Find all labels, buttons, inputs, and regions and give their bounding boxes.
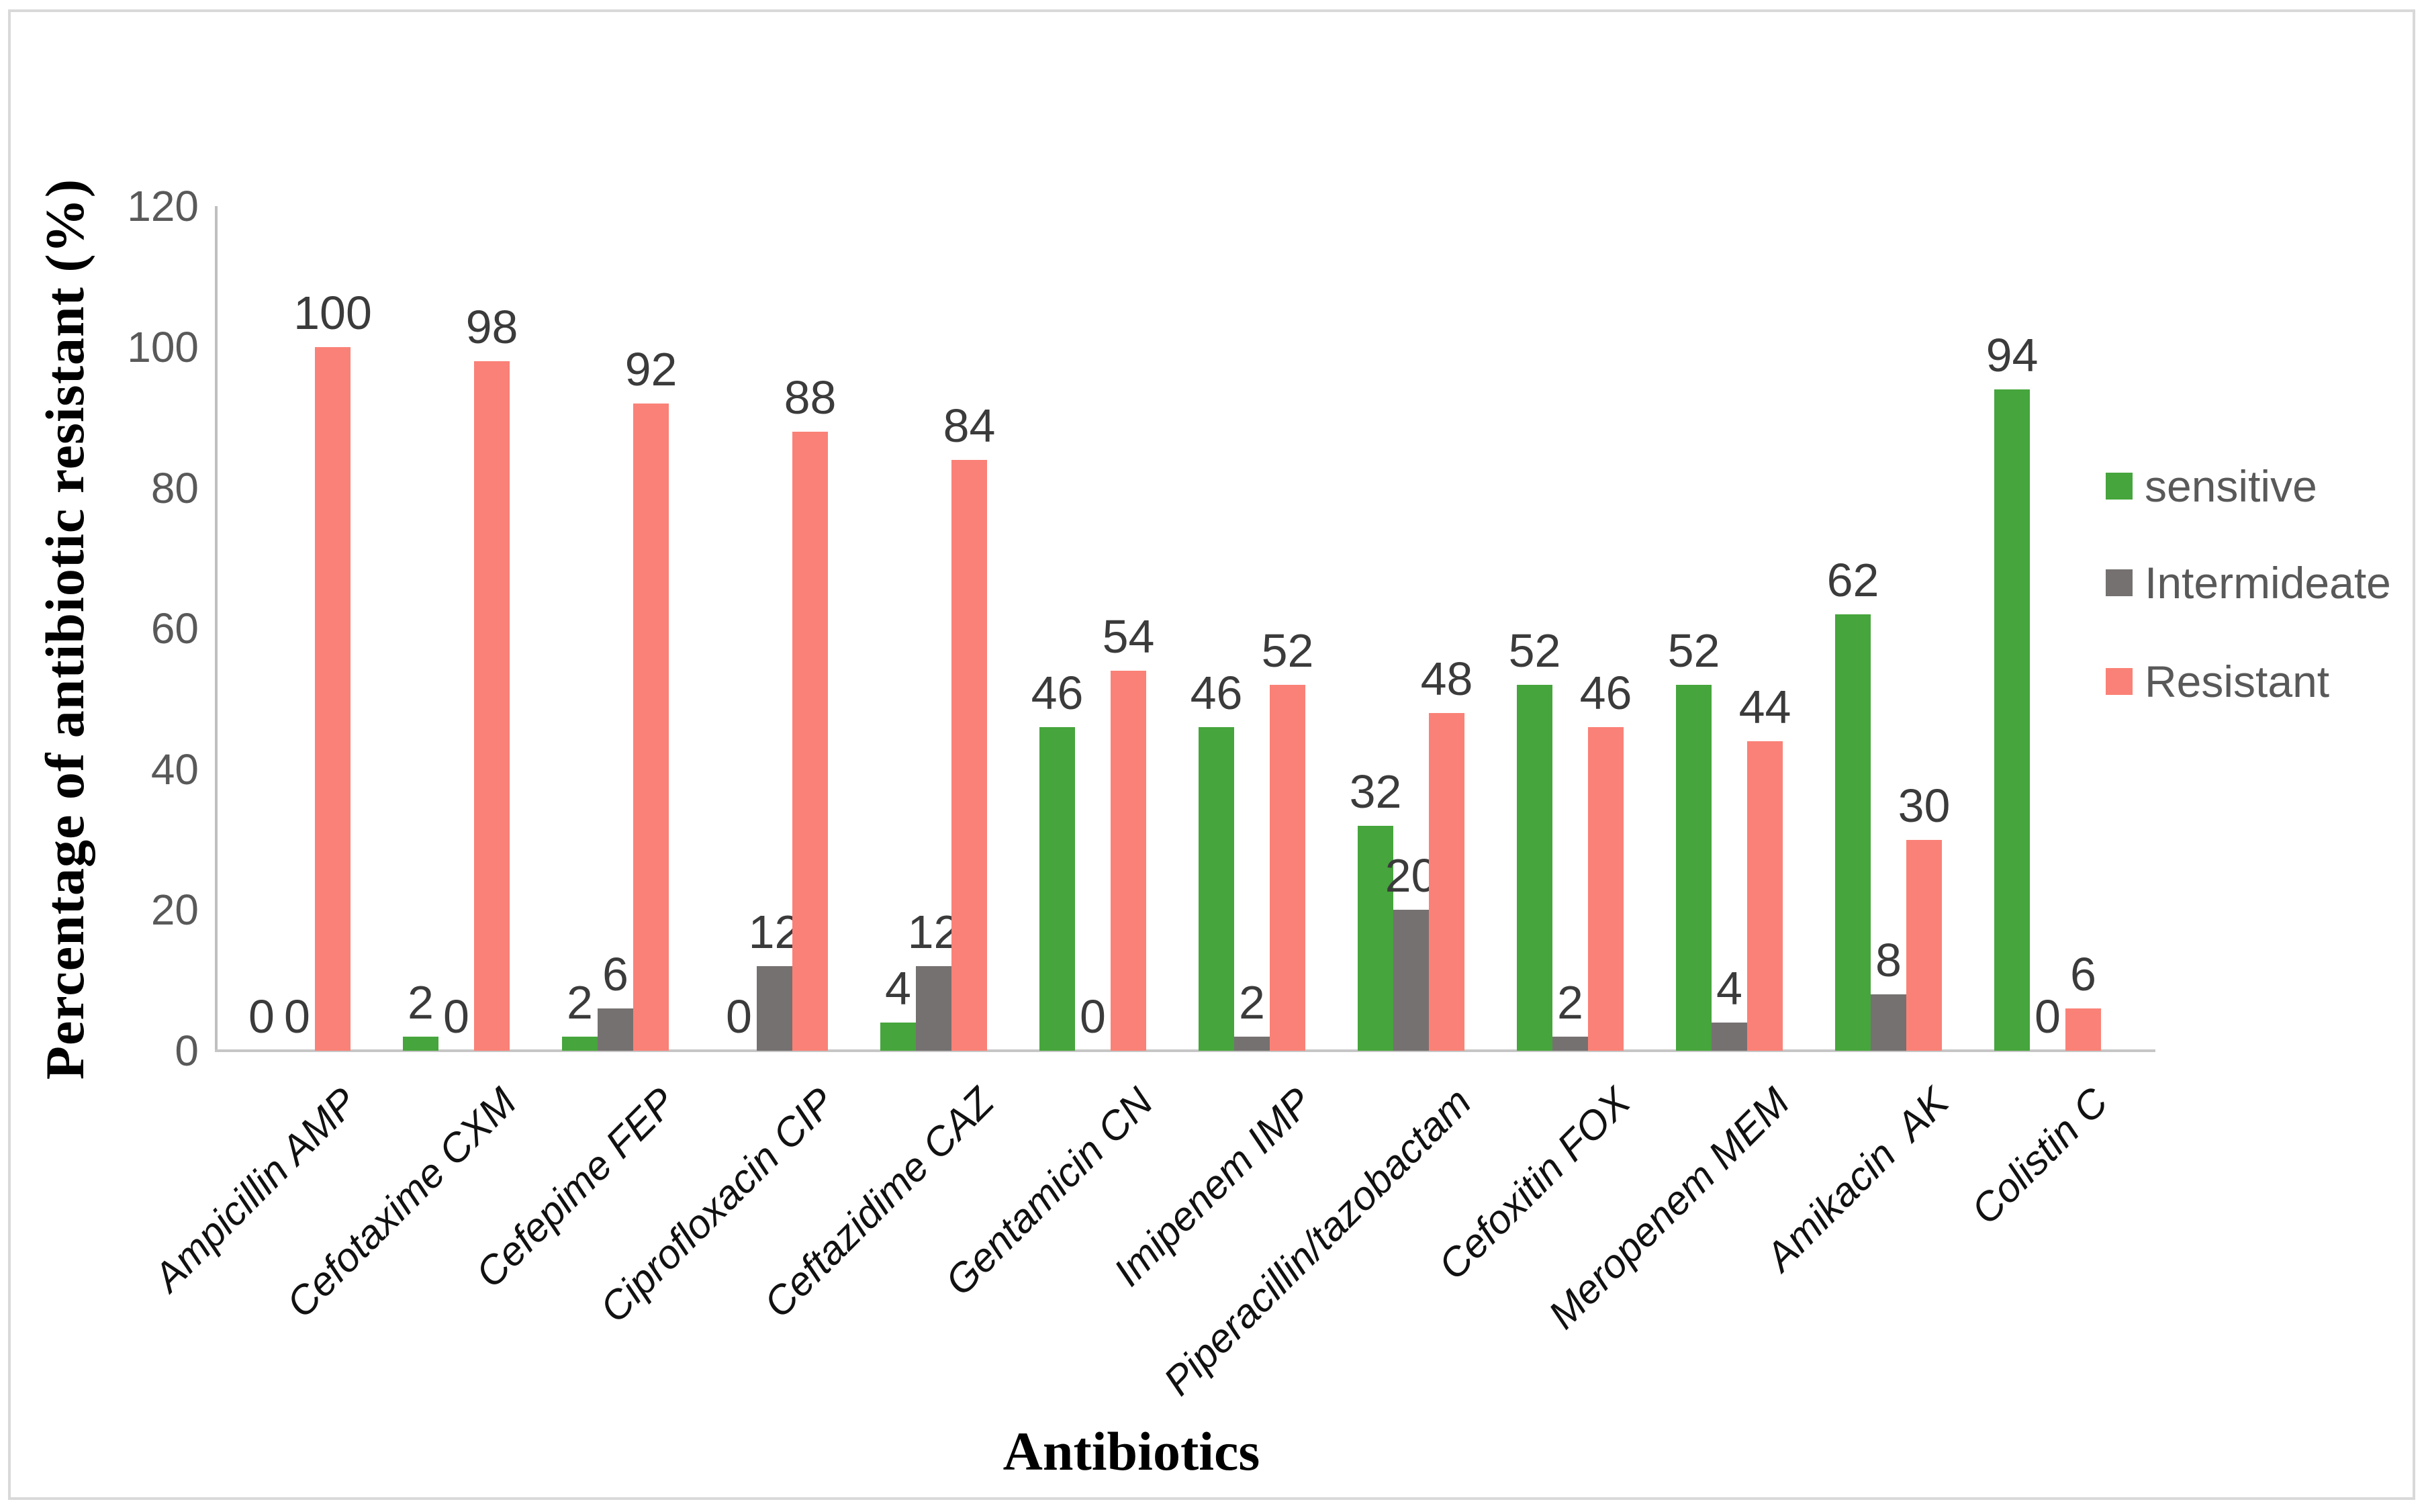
legend-swatch-intermideate-icon — [2106, 569, 2133, 596]
legend-label-intermideate: Intermideate — [2145, 558, 2391, 608]
value-label-intermideate-ampicillin-amp: 0 — [284, 990, 310, 1043]
y-tick-label-80: 80 — [150, 463, 199, 512]
bar-intermideate-ceftazidime-caz — [916, 966, 951, 1051]
value-label-intermideate-amikacin-ak: 8 — [1875, 934, 1902, 986]
bar-resistant-cefepime-fep — [633, 404, 669, 1051]
value-label-sensitive-ceftazidime-caz: 4 — [885, 962, 911, 1014]
value-label-sensitive-cefoxitin-fox: 52 — [1508, 624, 1561, 677]
value-label-resistant-gentamicin-cn: 54 — [1102, 610, 1155, 663]
bar-resistant-cefotaxime-cxm — [474, 361, 510, 1051]
value-label-sensitive-piperacillin-tazobactam: 32 — [1349, 765, 1402, 818]
value-label-resistant-meropenem-mem: 44 — [1738, 681, 1791, 733]
bar-sensitive-colistin-c — [1994, 389, 2030, 1051]
bar-sensitive-meropenem-mem — [1676, 685, 1712, 1051]
value-label-sensitive-cefotaxime-cxm: 2 — [408, 976, 434, 1029]
bar-resistant-meropenem-mem — [1747, 741, 1783, 1051]
value-label-intermideate-cefoxitin-fox: 2 — [1557, 976, 1583, 1029]
bar-sensitive-cefotaxime-cxm — [403, 1037, 438, 1051]
value-label-sensitive-ciprofloxacin-cip: 0 — [726, 990, 752, 1043]
bar-intermideate-cefepime-fep — [598, 1008, 633, 1051]
value-label-resistant-ceftazidime-caz: 84 — [943, 399, 996, 452]
bar-resistant-gentamicin-cn — [1111, 671, 1146, 1051]
value-label-intermideate-piperacillin-tazobactam: 20 — [1385, 849, 1438, 902]
bar-intermideate-piperacillin-tazobactam — [1393, 910, 1429, 1051]
x-axis-title: Antibiotics — [1002, 1421, 1260, 1482]
value-label-resistant-cefepime-fep: 92 — [624, 343, 678, 395]
bar-resistant-imipenem-imp — [1270, 685, 1305, 1051]
legend-swatch-sensitive-icon — [2106, 473, 2133, 500]
value-label-intermideate-meropenem-mem: 4 — [1716, 962, 1742, 1014]
value-label-sensitive-ampicillin-amp: 0 — [248, 990, 275, 1043]
value-label-sensitive-gentamicin-cn: 46 — [1031, 667, 1084, 719]
y-tick-label-100: 100 — [127, 323, 199, 371]
value-label-resistant-piperacillin-tazobactam: 48 — [1420, 653, 1473, 705]
bar-intermideate-meropenem-mem — [1712, 1023, 1747, 1051]
value-label-intermideate-imipenem-imp: 2 — [1239, 976, 1265, 1029]
bar-sensitive-imipenem-imp — [1199, 727, 1234, 1051]
value-label-resistant-ampicillin-amp: 100 — [293, 287, 372, 339]
value-label-intermideate-colistin-c: 0 — [2035, 990, 2061, 1043]
y-tick-label-60: 60 — [150, 604, 199, 653]
value-label-resistant-ciprofloxacin-cip: 88 — [784, 371, 837, 424]
bar-resistant-ciprofloxacin-cip — [792, 432, 828, 1051]
value-label-intermideate-cefotaxime-cxm: 0 — [443, 990, 469, 1043]
bar-sensitive-cefepime-fep — [562, 1037, 598, 1051]
bar-resistant-ceftazidime-caz — [951, 460, 987, 1051]
value-label-resistant-imipenem-imp: 52 — [1261, 624, 1314, 677]
value-label-sensitive-meropenem-mem: 52 — [1667, 624, 1720, 677]
bar-resistant-piperacillin-tazobactam — [1429, 713, 1464, 1051]
bar-intermideate-ciprofloxacin-cip — [757, 966, 792, 1051]
bar-intermideate-cefoxitin-fox — [1552, 1037, 1588, 1051]
bar-sensitive-amikacin-ak — [1835, 614, 1871, 1051]
value-label-sensitive-cefepime-fep: 2 — [567, 976, 593, 1029]
bar-resistant-amikacin-ak — [1906, 840, 1942, 1051]
bar-intermideate-amikacin-ak — [1871, 994, 1906, 1051]
value-label-resistant-cefotaxime-cxm: 98 — [465, 301, 518, 353]
bar-intermideate-imipenem-imp — [1234, 1037, 1270, 1051]
y-tick-label-0: 0 — [175, 1027, 199, 1075]
legend-label-resistant: Resistant — [2145, 657, 2330, 706]
bar-sensitive-piperacillin-tazobactam — [1358, 826, 1393, 1051]
bar-sensitive-ceftazidime-caz — [880, 1023, 916, 1051]
bar-resistant-colistin-c — [2065, 1008, 2101, 1051]
value-label-resistant-amikacin-ak: 30 — [1898, 779, 1951, 832]
value-label-sensitive-amikacin-ak: 62 — [1826, 554, 1879, 606]
value-label-intermideate-cefepime-fep: 6 — [602, 948, 628, 1000]
bar-resistant-cefoxitin-fox — [1588, 727, 1624, 1051]
y-tick-label-40: 40 — [150, 745, 199, 794]
value-label-resistant-cefoxitin-fox: 46 — [1579, 667, 1632, 719]
value-label-sensitive-imipenem-imp: 46 — [1190, 667, 1243, 719]
bar-sensitive-cefoxitin-fox — [1517, 685, 1552, 1051]
legend-label-sensitive: sensitive — [2145, 461, 2317, 511]
value-label-sensitive-colistin-c: 94 — [1986, 329, 2039, 381]
bar-resistant-ampicillin-amp — [315, 347, 351, 1051]
y-tick-label-120: 120 — [127, 182, 199, 231]
x-axis-line — [215, 1049, 2155, 1052]
value-label-intermideate-gentamicin-cn: 0 — [1080, 990, 1106, 1043]
value-label-intermideate-ciprofloxacin-cip: 12 — [748, 906, 801, 958]
bar-sensitive-gentamicin-cn — [1039, 727, 1075, 1051]
value-label-resistant-colistin-c: 6 — [2070, 948, 2096, 1000]
y-tick-label-20: 20 — [150, 886, 199, 935]
legend-swatch-resistant-icon — [2106, 668, 2133, 695]
figure-border — [8, 9, 2415, 1500]
y-axis-line — [215, 206, 218, 1051]
value-label-intermideate-ceftazidime-caz: 12 — [907, 906, 960, 958]
